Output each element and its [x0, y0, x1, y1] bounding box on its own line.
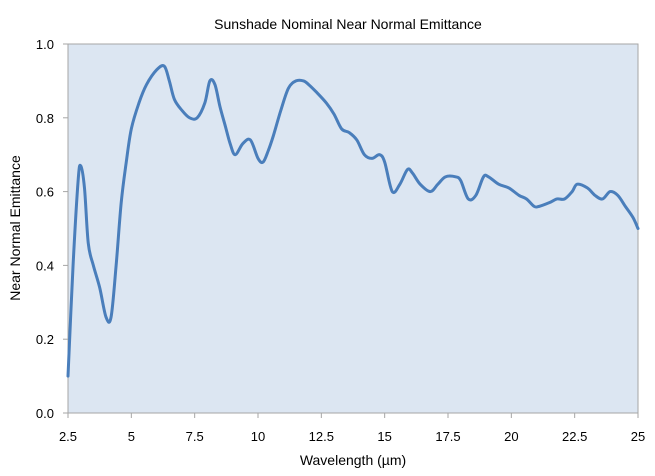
- plot-area: [67, 43, 639, 414]
- x-tick-label: 12.5: [309, 429, 334, 444]
- y-tick-label: 0.4: [36, 258, 54, 273]
- x-tick-label: 2.5: [59, 429, 77, 444]
- x-tick-label: 20: [504, 429, 518, 444]
- x-tick-label: 25: [631, 429, 645, 444]
- y-tick-label: 0.0: [36, 406, 54, 421]
- chart-title: Sunshade Nominal Near Normal Emittance: [214, 16, 482, 32]
- x-tick-label: 10: [251, 429, 265, 444]
- y-axis-label: Near Normal Emittance: [7, 155, 23, 301]
- x-axis-label: Wavelength (µm): [300, 452, 406, 468]
- y-tick-label: 0.8: [36, 111, 54, 126]
- x-tick-label: 15: [377, 429, 391, 444]
- x-tick-label: 7.5: [186, 429, 204, 444]
- y-tick-label: 1.0: [36, 37, 54, 52]
- y-tick-label: 0.2: [36, 332, 54, 347]
- series-group: [66, 64, 640, 378]
- series-line: [66, 64, 640, 378]
- axis-ticks: 2.5 5 7.5 10 12.5 15 17.5 20 22.5 25 0.0 0.2 0.4 0.6 0…: [36, 37, 645, 444]
- y-tick-label: 0.6: [36, 185, 54, 200]
- x-tick-label: 17.5: [435, 429, 460, 444]
- x-tick-label: 5: [128, 429, 135, 444]
- x-tick-label: 22.5: [562, 429, 587, 444]
